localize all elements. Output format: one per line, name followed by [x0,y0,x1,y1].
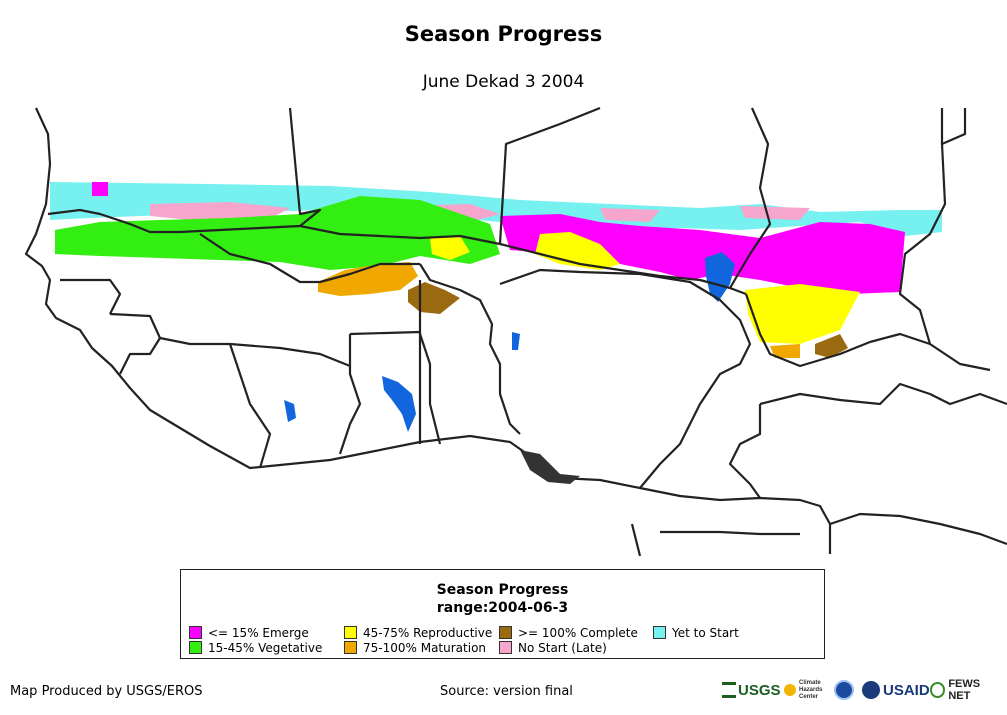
swatch-emerge [189,626,202,639]
usgs-logo: USGS [722,678,781,702]
legend-item-emerge: <= 15% Emerge [189,626,309,640]
usgs-wave-icon [722,682,736,698]
legend-item-complete: >= 100% Complete [499,626,638,640]
kainji-lake [512,332,520,350]
legend-subtitle: range:2004-06-3 [436,600,569,616]
zone-maturation-2 [770,344,800,358]
fews-net-logo: FEWS NET [930,678,1002,702]
noaa-logo [834,678,854,702]
zone-emerge [500,214,905,294]
zone-reproductive-3 [430,236,470,260]
legend-item-vegetative: 15-45% Vegetative [189,641,322,655]
produced-by-text: Map Produced by USGS/EROS [10,684,203,699]
zone-complete-2 [815,334,848,358]
niger-delta [520,450,580,484]
lake-kossou [284,400,296,422]
swatch-yet-to-start [653,626,666,639]
legend-item-maturation: 75-100% Maturation [344,641,486,655]
legend-item-reproductive: 45-75% Reproductive [344,626,492,640]
swatch-no-start [499,641,512,654]
map-subtitle: June Dekad 3 2004 [422,72,585,92]
usaid-logo: USAID [862,678,930,702]
legend-box: Season Progress range:2004-06-3 <= 15% E… [180,569,825,659]
chc-logo: Climate Hazards Center [784,678,824,702]
noaa-icon [834,680,854,700]
zone-emerge-2 [92,182,108,196]
swatch-vegetative [189,641,202,654]
zone-reproductive [535,232,620,270]
source-text: Source: version final [440,684,573,699]
map-title: Season Progress [404,22,603,46]
zone-vegetative [55,196,500,270]
legend-item-no-start: No Start (Late) [499,641,607,655]
legend-title: Season Progress [436,582,569,598]
zone-yet-to-start [50,182,942,236]
swatch-complete [499,626,512,639]
swatch-maturation [344,641,357,654]
swatch-reproductive [344,626,357,639]
zone-reproductive-2 [745,284,860,344]
country-borders [24,106,1007,556]
zone-maturation [318,262,418,296]
lake-volta [382,376,416,432]
logo-strip: USGS Climate Hazards Center USAID FEWS N… [722,678,1002,702]
legend-item-yet-to-start: Yet to Start [653,626,739,640]
fews-globe-icon [930,682,946,698]
season-progress-map [24,106,1007,556]
lake-chad [705,252,735,302]
zone-no-start-late-3 [600,208,660,222]
zone-no-start-late-4 [740,206,810,220]
usaid-seal-icon [862,681,880,699]
chc-drop-icon [784,684,796,696]
